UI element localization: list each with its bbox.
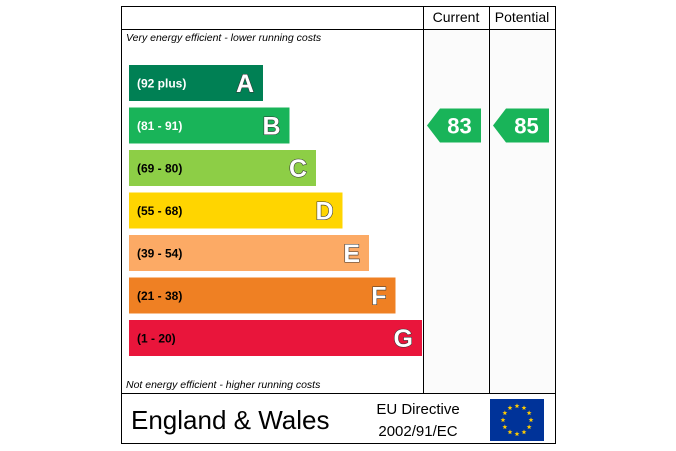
band-g-range: (1 - 20) [137,332,176,346]
current-rating-arrow-value: 83 [447,114,471,139]
band-f-range: (21 - 38) [137,289,182,303]
footer-region: England & Wales [131,405,329,435]
eu-star-icon [507,429,513,435]
band-c-bar [129,150,316,186]
band-f-bar [129,277,396,314]
rating-arrows: 83 85 [427,108,549,143]
potential-rating-arrow-shape [493,108,549,143]
band-g-bar [129,320,422,356]
band-a-range: (92 plus) [137,77,186,91]
band-e-range: (39 - 54) [137,247,182,261]
eu-flag-icon [490,399,544,441]
band-b: (81 - 91) B [129,107,290,144]
current-rating-arrow-shape [427,108,481,143]
eu-star-icon [521,405,527,410]
rating-bands: (92 plus) A (81 - 91) B (69 - 80) C (55 - 68) D… [129,65,422,356]
eu-star-icon [502,410,508,416]
eu-star-icon [507,405,513,410]
band-e: (39 - 54) E [129,235,369,271]
eu-star-icon [526,410,532,416]
eu-star-icon [500,417,506,423]
band-a-letter: A [236,70,254,98]
potential-rating-arrow-value: 85 [514,114,538,139]
potential-column-bg [490,30,555,393]
band-d-letter: D [315,198,333,226]
eu-star-icon [526,424,532,430]
band-c-letter: C [289,155,307,183]
eu-star-icon [502,424,508,430]
potential-rating-arrow: 85 [493,108,549,143]
chart-frame [121,6,556,444]
band-a-bar [129,65,263,101]
band-g-letter: G [394,325,413,353]
band-c-range: (69 - 80) [137,162,182,176]
eu-star-icon [528,417,534,423]
potential-header: Potential [495,9,549,25]
band-g: (1 - 20) G [129,320,422,356]
band-b-bar [129,107,290,144]
footer-directive-line2: 2002/91/EC [378,423,457,440]
current-column-bg [423,30,488,393]
band-c: (69 - 80) C [129,150,316,186]
band-f-letter: F [371,283,386,311]
band-b-range: (81 - 91) [137,119,182,133]
eu-star-icon [521,429,527,435]
eu-star-icon [514,431,520,437]
band-d-bar [129,192,343,229]
bottom-note: Not energy efficient - higher running co… [126,379,321,391]
band-f: (21 - 38) F [129,277,396,314]
band-e-letter: E [343,240,360,268]
current-header: Current [433,9,480,25]
band-d-range: (55 - 68) [137,204,182,218]
top-note: Very energy efficient - lower running co… [126,32,322,44]
band-a: (92 plus) A [129,65,263,101]
eu-star-icon [514,403,520,409]
footer-directive-line1: EU Directive [376,401,459,418]
band-b-letter: B [262,113,280,141]
current-rating-arrow: 83 [427,108,481,143]
band-d: (55 - 68) D [129,192,343,229]
band-e-bar [129,235,369,271]
